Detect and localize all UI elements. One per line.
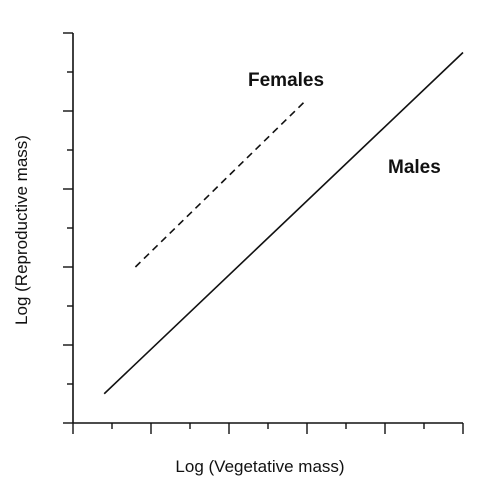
series-layer — [103, 51, 464, 395]
y-axis-title: Log (Reproductive mass) — [12, 135, 31, 325]
axes — [63, 32, 464, 434]
series-line-males — [103, 51, 464, 395]
series-line-females — [134, 98, 308, 268]
series-label-females: Females — [248, 70, 324, 91]
x-axis-title: Log (Vegetative mass) — [175, 457, 344, 476]
series-label-males: Males — [388, 157, 441, 178]
